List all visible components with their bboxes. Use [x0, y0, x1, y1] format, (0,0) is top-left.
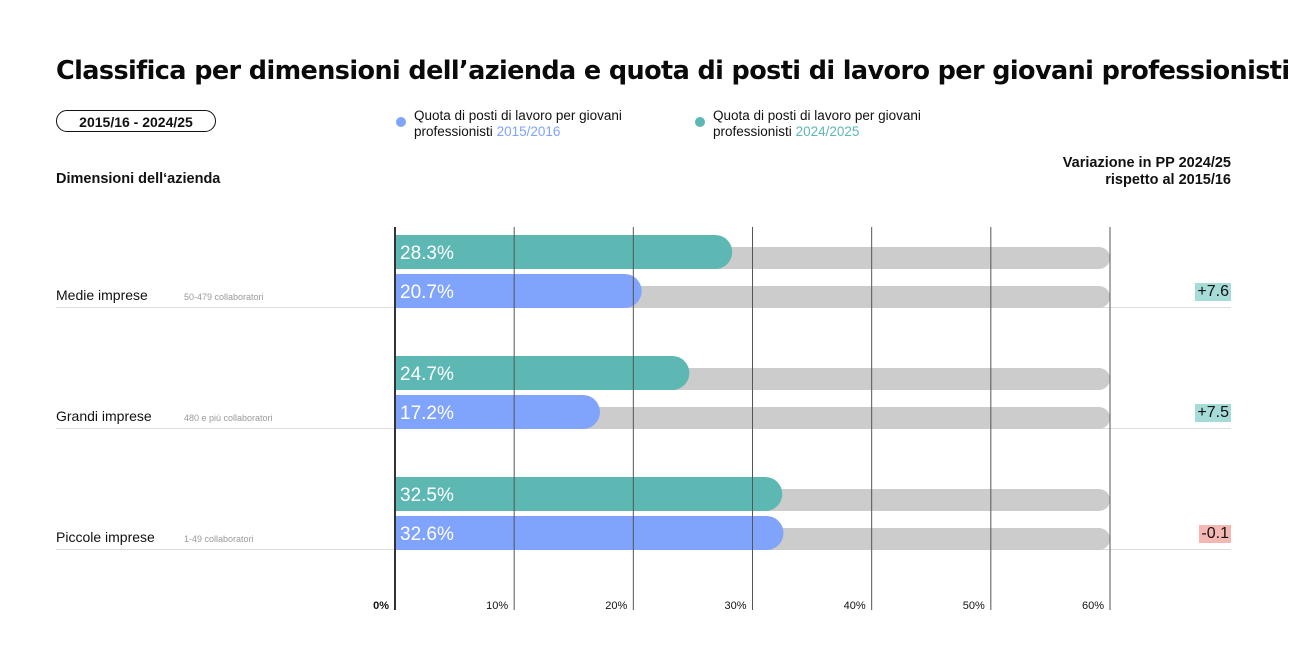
bar-square-start: [395, 516, 429, 550]
bar-square-start: [395, 356, 429, 390]
bar-value-label: 20.7%: [400, 282, 454, 303]
change-badge: +7.5: [1195, 404, 1231, 422]
bar-square-start: [395, 235, 429, 269]
category-label: Piccole imprese: [56, 529, 155, 545]
legend-year: 2015/2016: [496, 124, 561, 139]
legend-text-2024: Quota di posti di lavoro per giovani pro…: [713, 108, 921, 140]
legend-dot-2015-icon: [396, 117, 406, 127]
x-tick-label: 20%: [605, 600, 627, 612]
bar-square-start: [395, 395, 429, 429]
legend-line2: professionisti: [414, 124, 493, 139]
x-tick-label: 0%: [373, 600, 389, 612]
chart-title: Classifica per dimensioni dell’azienda e…: [56, 56, 1289, 86]
bar-2024: [395, 477, 783, 511]
period-pill: 2015/16 - 2024/25: [56, 110, 216, 132]
bars: [395, 235, 784, 550]
x-tick-label: 60%: [1082, 600, 1104, 612]
gridlines: [394, 227, 1111, 610]
column-header-change-line2: rispetto al 2015/16: [1105, 172, 1231, 188]
column-header-change-line1: Variazione in PP 2024/25: [1062, 155, 1231, 171]
change-badge: -0.1: [1199, 525, 1231, 543]
x-tick-label: 40%: [844, 600, 866, 612]
change-badge: +7.6: [1195, 283, 1231, 301]
bar-2015: [395, 395, 600, 429]
bar-square-start: [395, 274, 429, 308]
x-axis-ticks: 0% 10% 20% 30% 40% 50% 60%: [373, 600, 1104, 612]
bar-labels: 28.3% 20.7% 24.7% 17.2% 32.5% 32.6%: [400, 243, 454, 545]
category-sublabel: 50-479 collaboratori: [184, 292, 264, 302]
legend-line1: Quota di posti di lavoro per giovani: [713, 108, 921, 123]
category-label: Medie imprese: [56, 287, 148, 303]
column-header-size: Dimensioni dell‘azienda: [56, 171, 221, 187]
bar-value-label: 17.2%: [400, 403, 454, 424]
legend-text-2015: Quota di posti di lavoro per giovani pro…: [414, 108, 622, 140]
bar-value-label: 32.6%: [400, 524, 454, 545]
bar-2015: [395, 274, 642, 308]
bar-value-label: 24.7%: [400, 364, 454, 385]
category-sublabel: 1-49 collaboratori: [184, 534, 254, 544]
category-label: Grandi imprese: [56, 408, 152, 424]
legend-line1: Quota di posti di lavoro per giovani: [414, 108, 622, 123]
x-tick-label: 30%: [724, 600, 746, 612]
legend-line2: professionisti: [713, 124, 792, 139]
column-header-change: Variazione in PP 2024/25 rispetto al 201…: [971, 155, 1231, 189]
bar-2024: [395, 235, 733, 269]
category-sublabel: 480 e più collaboratori: [184, 413, 273, 423]
legend-year: 2024/2025: [795, 124, 860, 139]
x-tick-label: 50%: [963, 600, 985, 612]
x-tick-label: 10%: [486, 600, 508, 612]
bar-2024: [395, 356, 690, 390]
bar-2015: [395, 516, 784, 550]
legend-dot-2024-icon: [695, 117, 705, 127]
bar-value-label: 32.5%: [400, 485, 454, 506]
bar-value-label: 28.3%: [400, 243, 454, 264]
bar-square-start: [395, 477, 429, 511]
